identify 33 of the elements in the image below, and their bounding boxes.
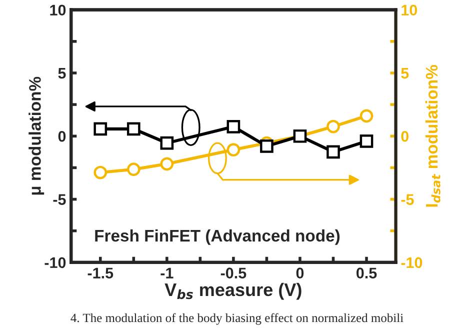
y-tick-label: 5	[58, 68, 66, 79]
y2-axis-title: I$_{dsat}$ modulation%	[425, 64, 440, 207]
point	[94, 166, 108, 180]
y2-tick-label: 0	[401, 130, 409, 142]
point	[326, 120, 340, 134]
point	[360, 134, 374, 148]
text: 4. The modulation of the body biasing effect on normalized mobili	[70, 313, 404, 325]
y2-tick-label: -10	[401, 257, 422, 268]
annotation: Fresh FinFET (Advanced node)	[95, 229, 340, 245]
point	[126, 122, 140, 136]
point	[94, 122, 108, 136]
point	[160, 157, 174, 171]
y2-tick-label: 10	[402, 4, 418, 16]
point	[260, 140, 274, 153]
y-tick-label: 10	[50, 4, 66, 16]
y-tick-label: -10	[44, 257, 66, 268]
point	[226, 120, 240, 134]
point	[360, 109, 374, 123]
x-tick-label: -0.5	[220, 268, 246, 278]
y-tick-label: 0	[58, 130, 66, 142]
x-tick-label: 0.5	[356, 268, 377, 278]
y2-tick-label: 5	[401, 68, 409, 79]
y-tick-label: -5	[53, 194, 66, 205]
point	[226, 143, 240, 156]
point	[160, 136, 174, 150]
x-axis-title: V$_{bs}$ measure (V)	[164, 282, 302, 300]
point	[326, 145, 340, 159]
y2-tick-label: -5	[401, 194, 414, 205]
x-tick-label: -1.5	[88, 268, 114, 278]
x-tick-label: 0	[296, 268, 304, 278]
point	[126, 162, 140, 176]
x-tick-label: -1	[160, 268, 174, 278]
y-axis-title: μ modulation%	[28, 76, 44, 195]
